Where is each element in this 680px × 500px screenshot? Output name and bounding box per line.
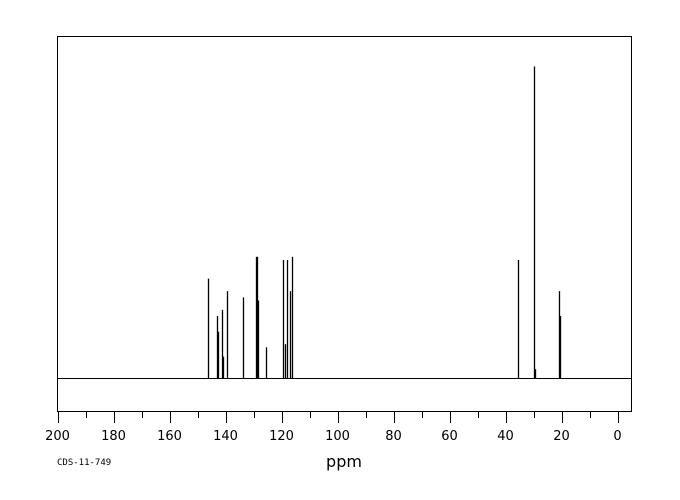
x-tick-label: 80 [385, 429, 402, 444]
x-tick-label: 180 [101, 429, 126, 444]
x-tick-label: 60 [441, 429, 458, 444]
x-tick-label: 140 [213, 429, 238, 444]
plot-frame [57, 36, 632, 412]
x-tick-label: 0 [613, 429, 621, 444]
x-tick-label: 20 [553, 429, 570, 444]
x-tick-label: 100 [325, 429, 350, 444]
x-axis-tick-labels: 200 180 160 140 120 100 80 60 40 20 0 [45, 429, 622, 444]
x-axis-title: ppm [326, 452, 362, 471]
x-tick-label: 40 [497, 429, 514, 444]
sample-code-label: CDS-11-749 [57, 458, 111, 468]
x-tick-label: 160 [157, 429, 182, 444]
x-tick-label: 120 [269, 429, 294, 444]
peak-series [207, 66, 562, 379]
x-tick-label: 200 [45, 429, 70, 444]
x-axis-ticks [58, 411, 619, 423]
